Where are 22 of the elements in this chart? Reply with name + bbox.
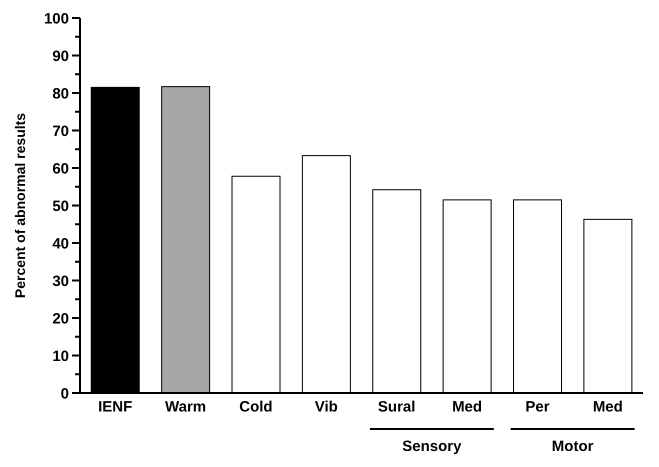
- y-tick-label: 60: [52, 160, 69, 178]
- x-tick-label: Med: [592, 398, 623, 416]
- y-tick-label: 50: [52, 198, 69, 215]
- x-tick-label: Per: [525, 398, 550, 416]
- y-tick-label: 30: [52, 272, 69, 290]
- text: Sensory: [402, 438, 462, 455]
- y-tick-label: 0: [60, 385, 69, 402]
- x-tick-label: IENF: [98, 398, 132, 416]
- y-tick-label: 70: [52, 122, 69, 140]
- x-tick-label: Warm: [165, 398, 206, 416]
- y-tick-label: 80: [52, 85, 69, 102]
- y-tick-label: 40: [52, 235, 69, 252]
- y-tick-label: 20: [52, 310, 69, 328]
- x-tick-label: Vib: [314, 398, 338, 416]
- x-tick-label: Med: [452, 398, 482, 416]
- x-tick-label: Cold: [239, 398, 273, 416]
- y-tick-label: 100: [44, 10, 69, 28]
- y-tick-label: 90: [52, 48, 69, 65]
- y-axis-title: Percent of abnormal results: [12, 112, 28, 298]
- x-tick-label: Sural: [378, 398, 416, 416]
- text: Motor: [552, 438, 594, 455]
- y-tick-label: 10: [52, 348, 69, 365]
